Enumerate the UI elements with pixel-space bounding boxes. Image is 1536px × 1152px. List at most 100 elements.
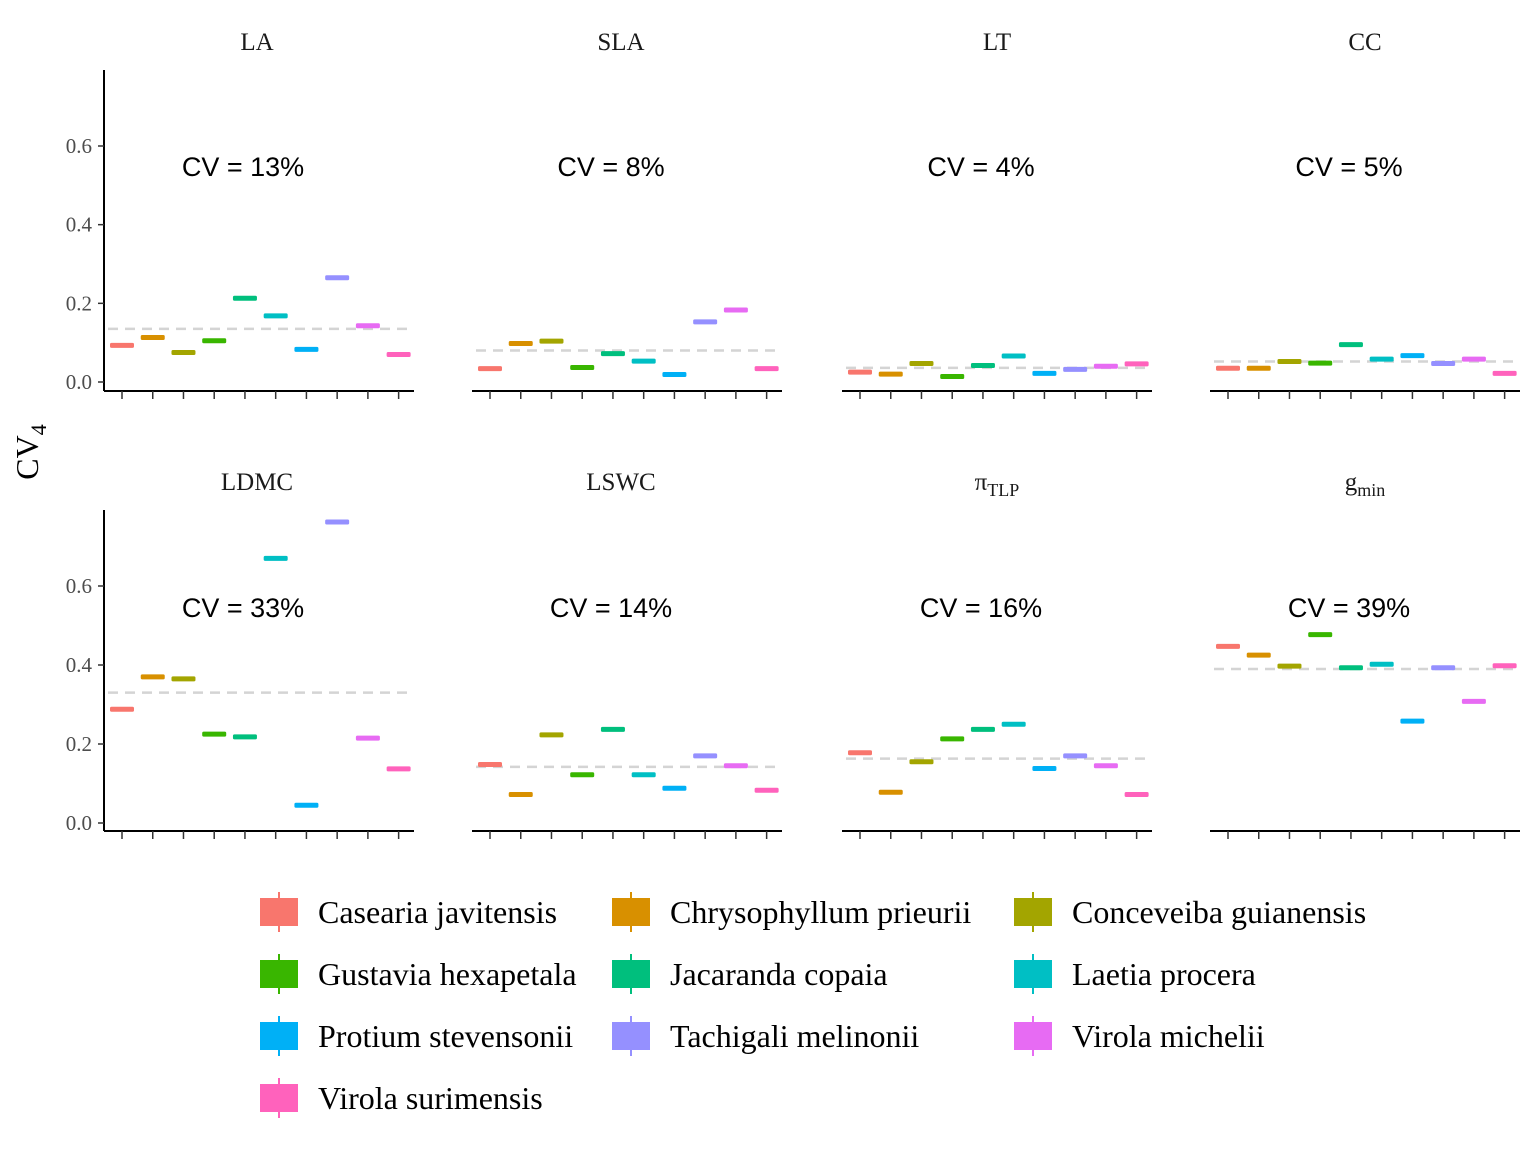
panel-title-main: SLA [597, 29, 644, 56]
y-axis-title: CV4 [9, 424, 51, 479]
mark-laetia-procera [631, 772, 656, 778]
cv-annotation: CV = 39% [1288, 593, 1410, 623]
mark-jacaranda-copaia [600, 726, 625, 732]
panel-title: LT [983, 29, 1011, 56]
legend-key-swatch [612, 1022, 650, 1050]
mark-jacaranda-copaia [1338, 665, 1363, 671]
mark-virola-surimensis [1492, 370, 1517, 376]
legend-key-swatch [260, 960, 298, 988]
mark-tachigali-melinonii [1063, 753, 1088, 759]
panel-title: πTLP [975, 469, 1020, 500]
mark-protium-stevensonii [1032, 370, 1057, 376]
mark-tachigali-melinonii [693, 319, 718, 325]
mark-gustavia-hexapetala [570, 364, 595, 370]
y-tick-label: 0.2 [66, 732, 92, 756]
mark-protium-stevensonii [1400, 353, 1425, 359]
mark-chrysophyllum-prieurii [1246, 365, 1271, 371]
mark-chrysophyllum-prieurii [508, 792, 533, 798]
mark-jacaranda-copaia [232, 295, 257, 301]
mark-protium-stevensonii [1032, 765, 1057, 771]
panel-lt: LT CV = 4% [842, 29, 1152, 399]
mark-tachigali-melinonii [693, 753, 718, 759]
y-tick-label: 0.4 [66, 653, 93, 677]
cv-annotation: CV = 14% [550, 593, 672, 623]
panel-title: gmin [1345, 469, 1386, 500]
mark-virola-michelii [723, 307, 748, 313]
y-tick-label: 0.6 [66, 134, 92, 158]
legend-item-chrysophyllum-prieurii: Chrysophyllum prieurii [612, 892, 971, 932]
mark-chrysophyllum-prieurii [140, 335, 165, 341]
legend-label: Virola surimensis [318, 1080, 543, 1116]
mark-gustavia-hexapetala [1308, 632, 1333, 638]
mark-virola-surimensis [1124, 792, 1149, 798]
cv-annotation: CV = 8% [557, 152, 664, 182]
y-axis-title-main: CV [9, 435, 45, 479]
mark-jacaranda-copaia [970, 362, 995, 368]
mark-gustavia-hexapetala [940, 373, 965, 379]
y-tick-label: 0.2 [66, 291, 92, 315]
mark-laetia-procera [1369, 356, 1394, 362]
panel-title-main: g [1345, 469, 1358, 496]
cv-annotation: CV = 33% [182, 593, 304, 623]
mark-protium-stevensonii [662, 372, 687, 378]
y-tick-label: 0.0 [66, 370, 92, 394]
mark-conceveiba-guianensis [1277, 359, 1302, 365]
mark-chrysophyllum-prieurii [508, 340, 533, 346]
legend-label: Gustavia hexapetala [318, 956, 577, 992]
panel-la: LA 0.0 0.2 0.4 0.6 CV = 13% [66, 29, 414, 399]
mark-tachigali-melinonii [325, 275, 350, 281]
legend-item-gustavia-hexapetala: Gustavia hexapetala [260, 954, 577, 994]
panel-title-main: LDMC [221, 469, 293, 496]
legend-item-conceveiba-guianensis: Conceveiba guianensis [1014, 892, 1366, 932]
mark-casearia-javitensis [478, 762, 502, 768]
mark-protium-stevensonii [662, 785, 687, 791]
panel-title: LDMC [221, 469, 293, 496]
mark-tachigali-melinonii [1063, 366, 1088, 372]
cv-annotation: CV = 13% [182, 152, 304, 182]
panel-title-main: LT [983, 29, 1011, 56]
mark-virola-michelii [355, 735, 380, 741]
legend-label: Laetia procera [1072, 956, 1256, 992]
mark-chrysophyllum-prieurii [878, 789, 903, 795]
panel-title: LSWC [586, 469, 655, 496]
legend-label: Conceveiba guianensis [1072, 894, 1366, 930]
mark-casearia-javitensis [848, 750, 872, 756]
mark-gustavia-hexapetala [1308, 360, 1333, 366]
mark-casearia-javitensis [1216, 365, 1240, 371]
mark-laetia-procera [263, 555, 288, 561]
mark-laetia-procera [1001, 721, 1026, 727]
panel-title-sub: min [1357, 480, 1385, 500]
mark-casearia-javitensis [1216, 643, 1240, 649]
panel-title-main: LSWC [586, 469, 655, 496]
panel-ldmc: LDMC 0.0 0.2 0.4 0.6 CV = 33% [66, 469, 414, 839]
mark-virola-surimensis [754, 787, 779, 793]
mark-virola-surimensis [1492, 663, 1517, 669]
mark-laetia-procera [1369, 661, 1394, 667]
mark-casearia-javitensis [110, 706, 134, 712]
y-tick-label: 0.6 [66, 574, 92, 598]
legend-label: Chrysophyllum prieurii [670, 894, 971, 930]
panel-sla: SLA CV = 8% [472, 29, 782, 399]
mark-virola-surimensis [386, 766, 411, 772]
mark-tachigali-melinonii [325, 519, 350, 525]
mark-virola-michelii [1093, 363, 1118, 369]
panel-title: LA [240, 29, 273, 56]
panel-title: SLA [597, 29, 644, 56]
legend-key-swatch [1014, 960, 1052, 988]
mark-tachigali-melinonii [1431, 361, 1456, 367]
legend-item-tachigali-melinonii: Tachigali melinonii [612, 1016, 919, 1056]
legend-key-swatch [260, 1084, 298, 1112]
legend-key-swatch [1014, 898, 1052, 926]
mark-laetia-procera [1001, 353, 1026, 359]
legend-key-swatch [260, 898, 298, 926]
panel-lswc: LSWC CV = 14% [472, 469, 782, 839]
mark-gustavia-hexapetala [202, 338, 227, 344]
y-tick-label: 0.4 [66, 213, 93, 237]
legend-key-swatch [612, 960, 650, 988]
mark-conceveiba-guianensis [909, 759, 934, 765]
mark-jacaranda-copaia [232, 734, 257, 740]
legend-label: Protium stevensonii [318, 1018, 573, 1054]
panels: LA 0.0 0.2 0.4 0.6 CV = 13% SLA CV = 8% LT CV = 4… [66, 29, 1520, 839]
mark-laetia-procera [631, 358, 656, 364]
legend-item-jacaranda-copaia: Jacaranda copaia [612, 954, 888, 994]
